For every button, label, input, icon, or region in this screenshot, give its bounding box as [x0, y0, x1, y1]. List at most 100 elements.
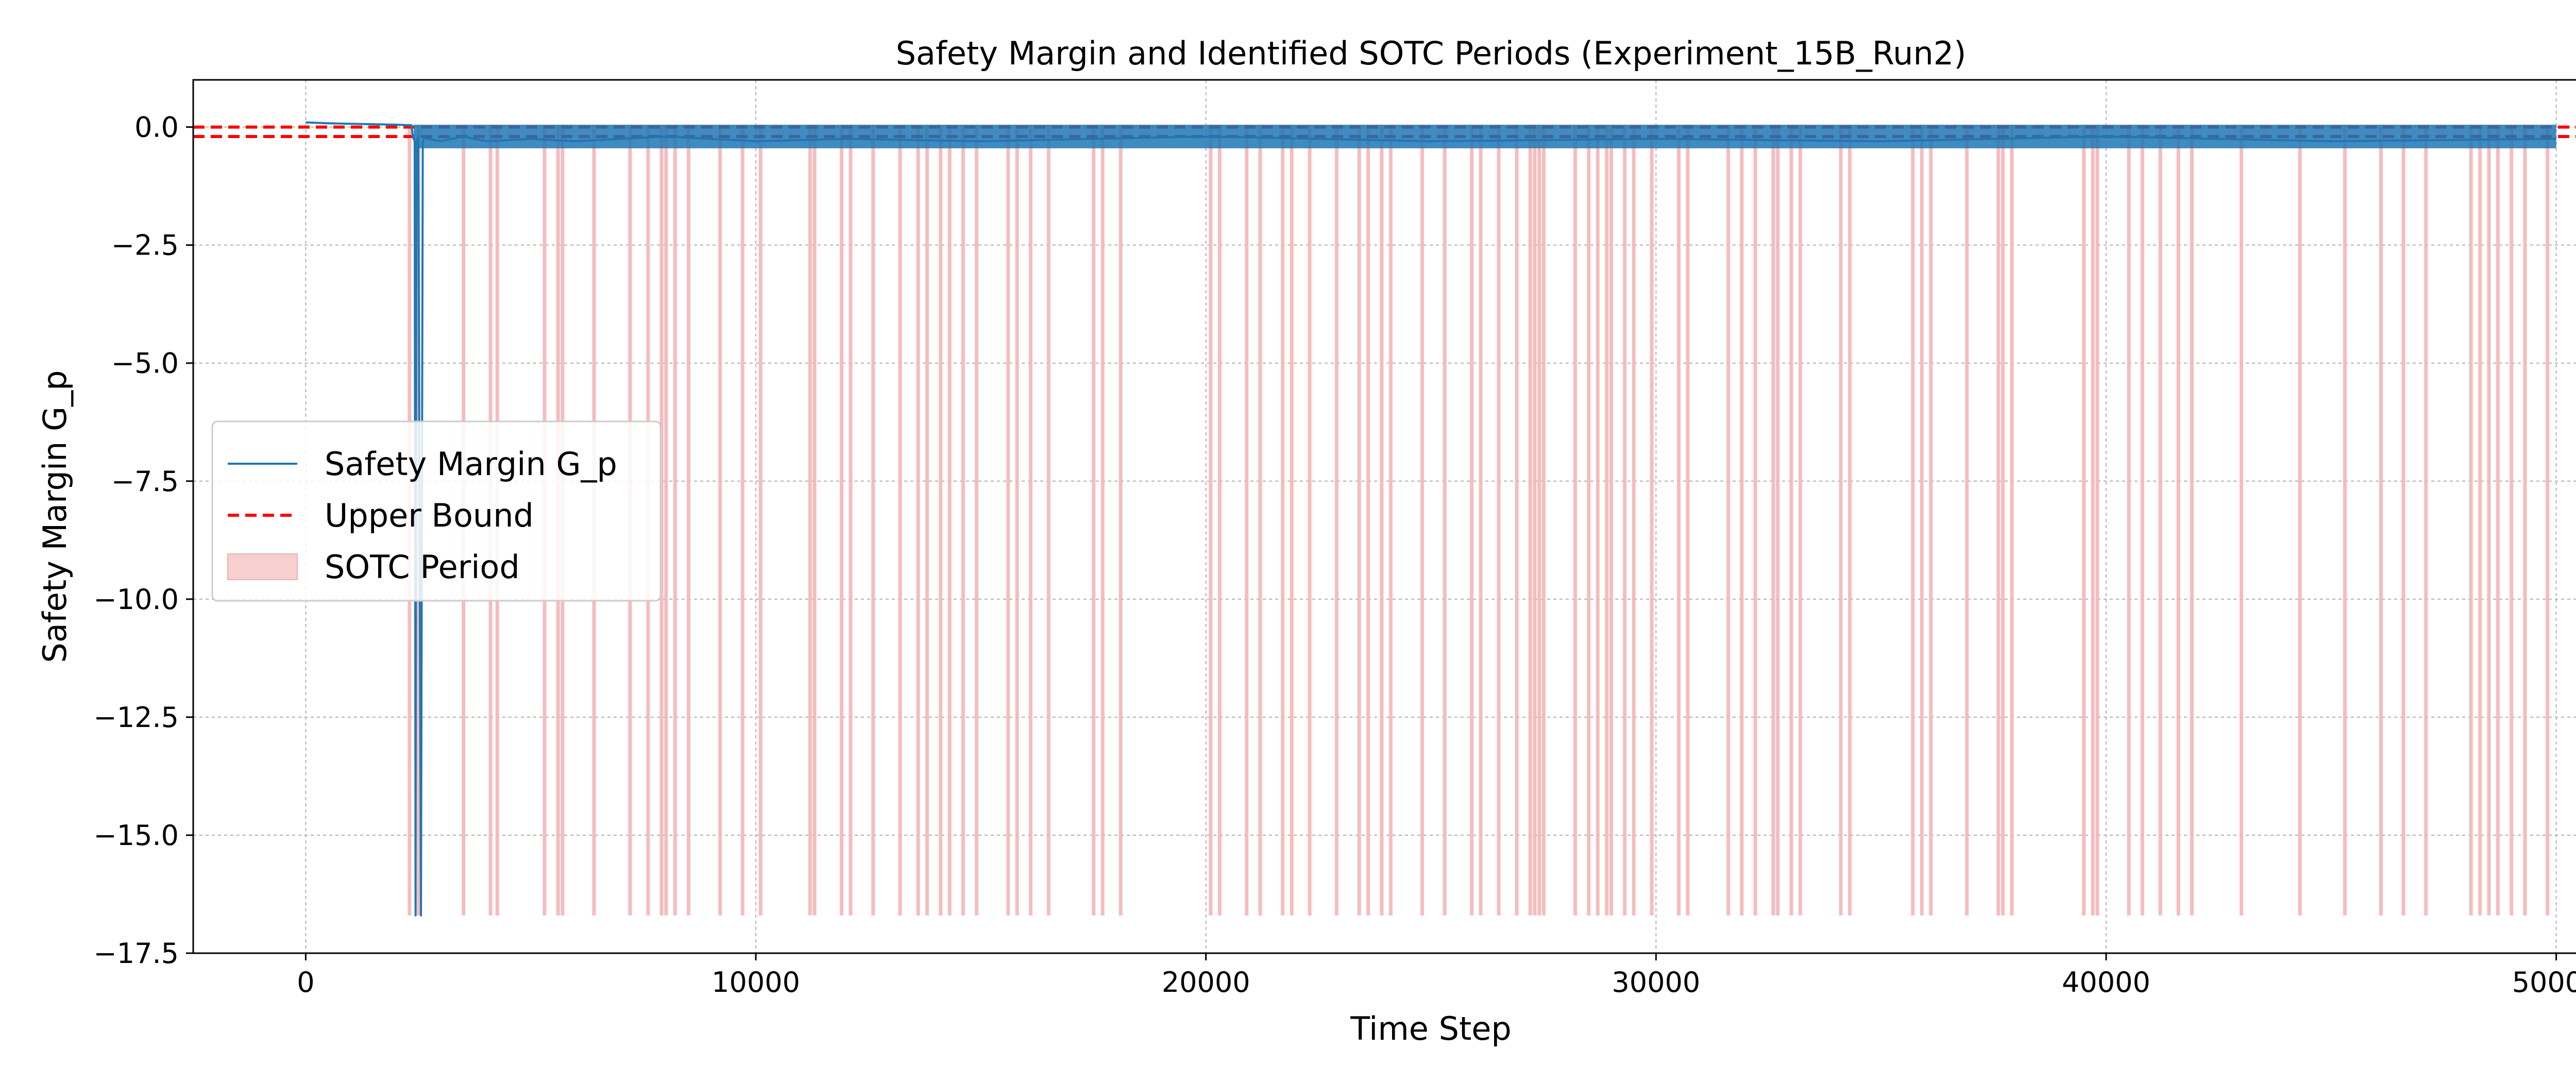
y-tick-label: 0.0 [134, 111, 179, 144]
series [306, 121, 2556, 917]
sotc-period-bar [1587, 125, 1591, 916]
sotc-period-bar [1740, 125, 1744, 916]
sotc-period-bar [1726, 125, 1731, 916]
sotc-periods [408, 125, 2550, 916]
y-tick-label: −15.0 [94, 819, 179, 852]
sotc-period-bar [939, 125, 943, 916]
sotc-period-bar [1028, 125, 1032, 916]
sotc-period-bar [2001, 125, 2005, 916]
sotc-period-bar [2176, 125, 2180, 916]
sotc-period-bar [1771, 125, 1775, 916]
sotc-period-bar [1515, 125, 1519, 916]
sotc-period-bar [1632, 125, 1636, 916]
sotc-period-bar [2158, 125, 2162, 916]
sotc-period-bar [1609, 125, 1613, 916]
x-tick-label: 10000 [711, 966, 800, 999]
sotc-period-bar [947, 125, 952, 916]
sotc-period-bar [1537, 125, 1541, 916]
legend-swatch-patch [227, 553, 298, 580]
sotc-period-bar [2424, 125, 2428, 916]
sotc-period-bar [1479, 125, 1483, 916]
sotc-period-bar [1015, 125, 1019, 916]
sotc-period-bar [2496, 125, 2500, 916]
sotc-period-bar [975, 125, 979, 916]
sotc-period-bar [1217, 125, 1222, 916]
sotc-period-bar [2140, 125, 2144, 916]
sotc-period-bar [1911, 125, 1915, 916]
sotc-period-bar [2510, 125, 2514, 916]
sotc-period-bar [687, 125, 690, 916]
y-tick-label: −10.0 [94, 583, 179, 616]
sotc-period-bar [925, 125, 929, 916]
sotc-period-bar [849, 125, 853, 916]
legend-label: Safety Margin G_p [325, 445, 617, 483]
sotc-period-bar [1686, 125, 1690, 916]
sotc-period-bar [1776, 125, 1780, 916]
sotc-period-bar [2546, 125, 2550, 916]
sotc-period-bar [2478, 125, 2482, 916]
sotc-period-bar [659, 125, 664, 916]
sotc-period-bar [1848, 125, 1852, 916]
sotc-period-bar [1100, 125, 1105, 916]
sotc-period-bar [1245, 125, 1249, 916]
series-noise-band [414, 125, 2556, 148]
sotc-period-bar [1528, 125, 1532, 916]
sotc-period-bar [1596, 125, 1600, 916]
y-axis: 0.0 −2.5 −5.0 −7.5 −10.0 −12.5 −15.0 −17.5 [94, 111, 193, 970]
sotc-period-bar [2240, 125, 2244, 916]
sotc-period-bar [916, 125, 920, 916]
sotc-period-bar [808, 125, 812, 916]
sotc-period-bar [1366, 125, 1370, 916]
sotc-period-bar [1258, 125, 1262, 916]
sotc-period-bar [898, 125, 902, 916]
sotc-period-bar [758, 125, 762, 916]
sotc-period-bar [1118, 125, 1123, 916]
y-tick-label: −5.0 [111, 347, 179, 380]
y-tick-label: −2.5 [111, 229, 179, 262]
sotc-period-bar [1541, 125, 1546, 916]
sotc-period-bar [1920, 125, 1924, 916]
sotc-period-bar [1798, 125, 1802, 916]
sotc-period-bar [1388, 125, 1393, 916]
sotc-period-bar [1677, 125, 1681, 916]
legend-box [211, 420, 662, 602]
sotc-period-bar [1420, 125, 1425, 916]
sotc-period-bar [812, 125, 817, 916]
sotc-period-bar [1046, 125, 1050, 916]
legend-label: SOTC Period [325, 548, 520, 586]
sotc-period-bar [1470, 125, 1474, 916]
sotc-period-bar [1789, 125, 1793, 916]
sotc-period-bar [1533, 125, 1537, 916]
chart-title: Safety Margin and Identified SOTC Period… [896, 35, 1967, 72]
sotc-period-bar [718, 125, 722, 916]
sotc-period-bar [1753, 125, 1757, 916]
sotc-period-bar [1650, 125, 1654, 916]
sotc-period-bar [2469, 125, 2473, 916]
sotc-period-bar [1209, 125, 1213, 916]
sotc-period-bar [2082, 125, 2086, 916]
sotc-period-bar [2095, 125, 2099, 916]
sotc-period-bar [1290, 125, 1294, 916]
sotc-period-bar [2487, 125, 2491, 916]
sotc-period-bar [1335, 125, 1339, 916]
x-tick-label: 30000 [1612, 966, 1700, 999]
sotc-period-bar [2010, 125, 2014, 916]
y-tick-label: −17.5 [94, 937, 179, 970]
sotc-period-bar [1281, 125, 1285, 916]
sotc-period-bar [2190, 125, 2194, 916]
sotc-period-bar [1929, 125, 1933, 916]
sotc-period-bar [1573, 125, 1578, 916]
sotc-period-bar [1380, 125, 1384, 916]
sotc-period-bar [1308, 125, 1312, 916]
sotc-period-bar [740, 125, 744, 916]
sotc-period-bar [1605, 125, 1609, 916]
sotc-period-bar [1092, 125, 1096, 916]
sotc-period-bar [961, 125, 965, 916]
series-line-safety-margin [306, 121, 2556, 917]
sotc-period-bar [2523, 125, 2527, 916]
x-axis-label: Time Step [1350, 1010, 1512, 1047]
sotc-period-bar [840, 125, 844, 916]
